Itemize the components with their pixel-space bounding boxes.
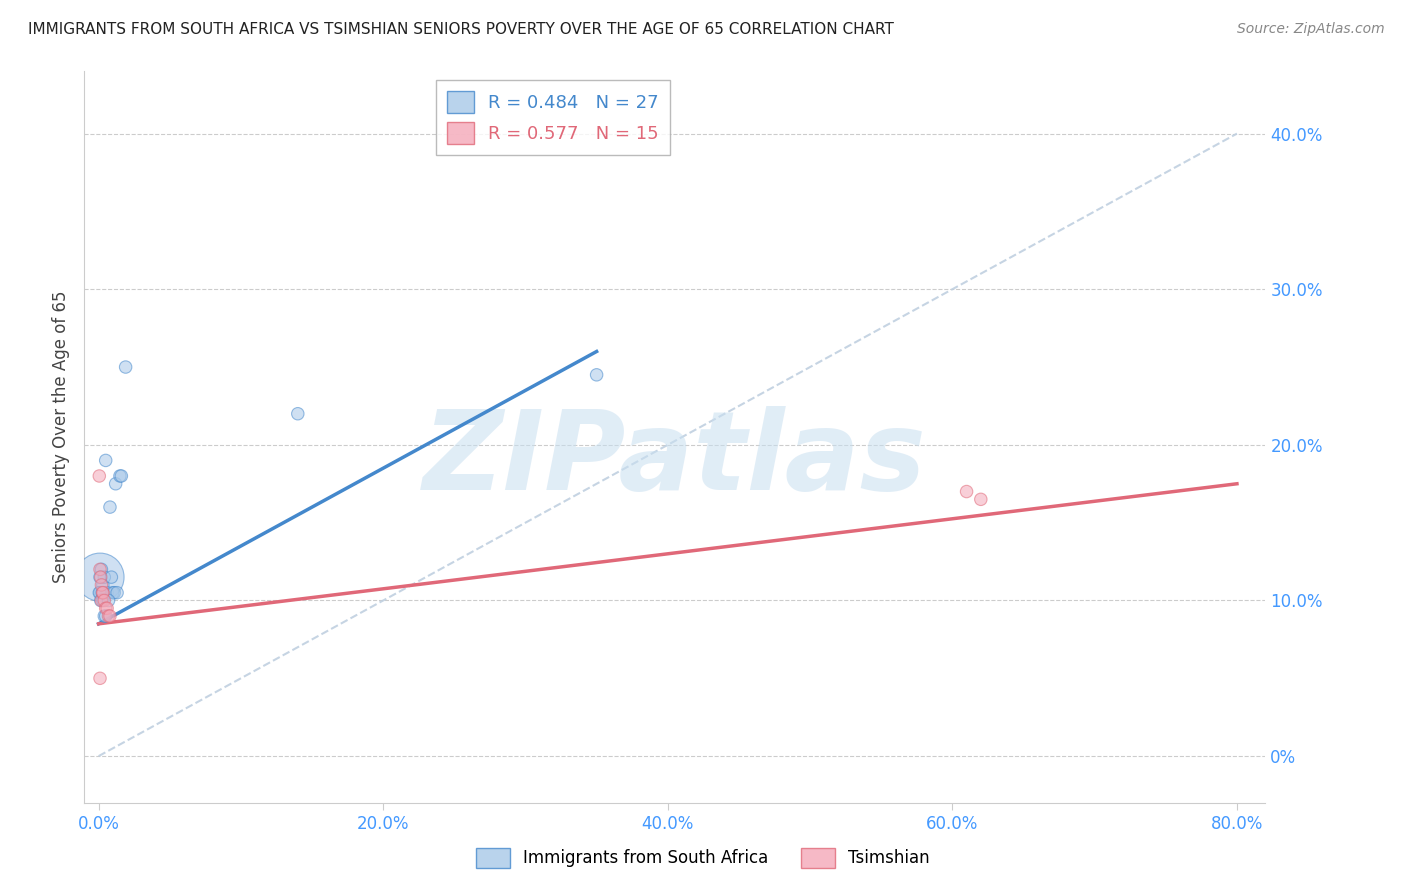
Point	[93, 570, 115, 584]
Point	[103, 585, 125, 599]
Point	[94, 609, 117, 624]
Legend: Immigrants from South Africa, Tsimshian: Immigrants from South Africa, Tsimshian	[470, 841, 936, 875]
Text: IMMIGRANTS FROM SOUTH AFRICA VS TSIMSHIAN SENIORS POVERTY OVER THE AGE OF 65 COR: IMMIGRANTS FROM SOUTH AFRICA VS TSIMSHIA…	[28, 22, 894, 37]
Point	[91, 585, 114, 599]
Point	[91, 578, 114, 592]
Point	[89, 562, 111, 576]
Text: ZIPatlas: ZIPatlas	[423, 406, 927, 513]
Point	[91, 585, 114, 599]
Point	[89, 671, 111, 685]
Point	[955, 484, 977, 499]
Point	[93, 609, 115, 624]
Point	[585, 368, 607, 382]
Legend: R = 0.484   N = 27, R = 0.577   N = 15: R = 0.484 N = 27, R = 0.577 N = 15	[436, 80, 669, 155]
Point	[287, 407, 309, 421]
Point	[105, 585, 128, 599]
Point	[89, 585, 111, 599]
Point	[89, 570, 111, 584]
Point	[90, 562, 112, 576]
Point	[94, 453, 117, 467]
Point	[108, 469, 131, 483]
Point	[89, 585, 111, 599]
Point	[97, 609, 120, 624]
Point	[98, 609, 121, 624]
Point	[90, 578, 112, 592]
Point	[91, 593, 114, 607]
Point	[93, 593, 115, 607]
Point	[98, 500, 121, 515]
Point	[100, 570, 122, 584]
Point	[101, 585, 124, 599]
Point	[91, 585, 114, 599]
Point	[90, 570, 112, 584]
Point	[89, 469, 111, 483]
Point	[97, 593, 120, 607]
Point	[96, 585, 118, 599]
Point	[90, 593, 112, 607]
Point	[104, 476, 127, 491]
Point	[90, 593, 112, 607]
Point	[89, 570, 111, 584]
Point	[970, 492, 993, 507]
Point	[110, 469, 132, 483]
Point	[94, 601, 117, 615]
Point	[114, 359, 136, 374]
Point	[96, 601, 118, 615]
Point	[91, 585, 114, 599]
Text: Source: ZipAtlas.com: Source: ZipAtlas.com	[1237, 22, 1385, 37]
Y-axis label: Seniors Poverty Over the Age of 65: Seniors Poverty Over the Age of 65	[52, 291, 70, 583]
